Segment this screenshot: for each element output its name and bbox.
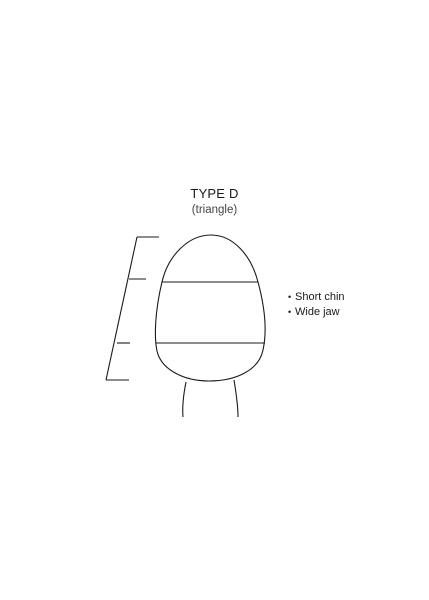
feature-item-wide-jaw: • Wide jaw	[288, 305, 345, 320]
neck-right	[233, 379, 239, 418]
feature-label: Wide jaw	[295, 306, 340, 318]
neck-left	[182, 381, 187, 418]
feature-label: Short chin	[295, 291, 345, 303]
bracket-spine	[105, 236, 138, 381]
bullet-icon: •	[288, 307, 292, 317]
type-subtitle: (triangle)	[191, 204, 238, 216]
type-title: TYPE D	[190, 186, 239, 201]
head-outline	[154, 234, 266, 382]
bullet-icon: •	[288, 292, 292, 302]
proportion-bracket	[105, 236, 159, 381]
feature-list: • Short chin • Wide jaw	[288, 290, 345, 320]
feature-item-short-chin: • Short chin	[288, 290, 345, 305]
